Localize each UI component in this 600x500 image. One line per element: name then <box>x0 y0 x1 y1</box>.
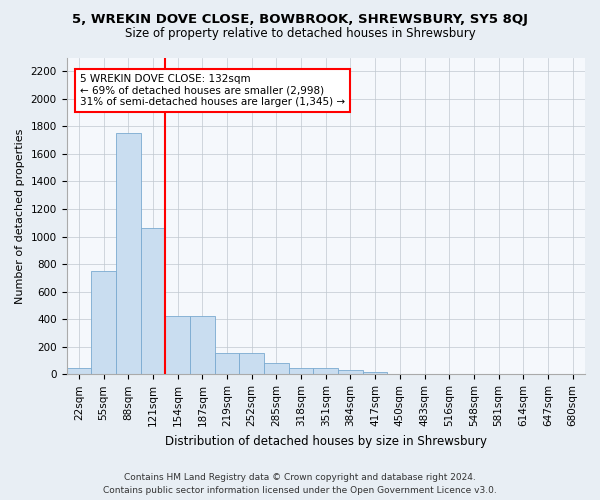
Bar <box>239 353 264 374</box>
Bar <box>264 364 289 374</box>
Bar <box>338 370 363 374</box>
Text: 5 WREKIN DOVE CLOSE: 132sqm
← 69% of detached houses are smaller (2,998)
31% of : 5 WREKIN DOVE CLOSE: 132sqm ← 69% of det… <box>80 74 345 107</box>
Bar <box>67 368 91 374</box>
Bar <box>91 271 116 374</box>
Bar <box>116 134 140 374</box>
Bar <box>140 228 165 374</box>
Text: Contains HM Land Registry data © Crown copyright and database right 2024.
Contai: Contains HM Land Registry data © Crown c… <box>103 473 497 495</box>
Bar <box>289 368 313 374</box>
Bar <box>215 353 239 374</box>
Bar <box>165 316 190 374</box>
Bar <box>313 368 338 374</box>
Bar <box>363 372 388 374</box>
Y-axis label: Number of detached properties: Number of detached properties <box>15 128 25 304</box>
Text: Size of property relative to detached houses in Shrewsbury: Size of property relative to detached ho… <box>125 28 475 40</box>
Bar <box>190 316 215 374</box>
X-axis label: Distribution of detached houses by size in Shrewsbury: Distribution of detached houses by size … <box>165 434 487 448</box>
Text: 5, WREKIN DOVE CLOSE, BOWBROOK, SHREWSBURY, SY5 8QJ: 5, WREKIN DOVE CLOSE, BOWBROOK, SHREWSBU… <box>72 12 528 26</box>
